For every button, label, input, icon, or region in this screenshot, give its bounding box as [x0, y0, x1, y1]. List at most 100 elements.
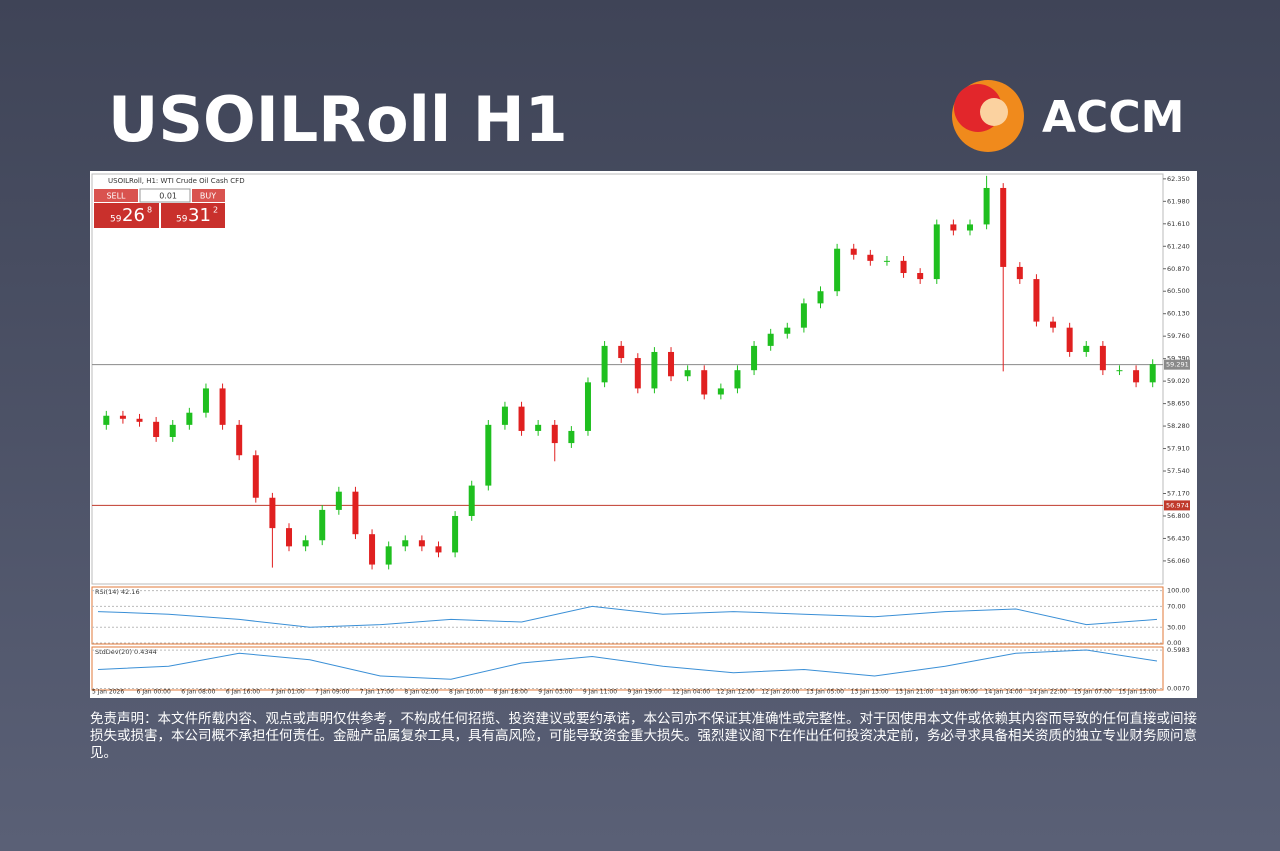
x-tick-label: 6 Jan 00:00 — [137, 689, 171, 696]
x-tick-label: 6 Jan 16:00 — [226, 689, 260, 696]
candle-body — [501, 406, 508, 425]
candle-body — [1133, 370, 1140, 383]
x-tick-label: 7 Jan 17:00 — [360, 689, 394, 696]
candle-body — [684, 370, 691, 377]
logo: ACCM — [952, 80, 1184, 152]
x-tick-label: 5 Jan 2026 — [92, 689, 124, 696]
candle-body — [385, 546, 392, 565]
buy-price-box[interactable] — [161, 203, 225, 228]
y-tick-label: 60.130 — [1167, 310, 1190, 318]
logo-text: ACCM — [1042, 92, 1184, 143]
y-tick-label: 57.540 — [1167, 467, 1190, 475]
page-title: USOILRoll H1 — [108, 83, 568, 156]
sell-price-frac: 8 — [147, 206, 152, 215]
candle-body — [1050, 321, 1057, 328]
x-tick-label: 9 Jan 11:00 — [583, 689, 617, 696]
disclaimer: 免责声明：本文件所载内容、观点或声明仅供参考，不构成任何招揽、投资建议或要约承诺… — [90, 711, 1197, 761]
sell-price-box[interactable] — [94, 203, 159, 228]
y-tick-label: 56.430 — [1167, 534, 1190, 542]
y-tick-label: 61.240 — [1167, 242, 1190, 250]
candle-body — [751, 345, 758, 371]
candle-body — [917, 273, 924, 280]
y-tick-label: 60.870 — [1167, 265, 1190, 273]
y-tick-label: 57.910 — [1167, 445, 1190, 453]
candle-body — [435, 546, 442, 553]
chart-frame — [90, 171, 1197, 698]
x-tick-label: 6 Jan 08:00 — [181, 689, 215, 696]
y-tick-label: 59.020 — [1167, 377, 1190, 385]
x-tick-label: 13 Jan 13:00 — [851, 689, 889, 696]
y-tick-label: 60.500 — [1167, 287, 1190, 295]
candle-body — [302, 540, 309, 547]
candle-body — [601, 345, 608, 383]
candle-body — [1066, 327, 1073, 352]
bid-line-tag — [1164, 359, 1190, 370]
buy-label: BUY — [200, 192, 216, 201]
x-tick-label: 13 Jan 21:00 — [895, 689, 933, 696]
x-tick-label: 8 Jan 02:00 — [404, 689, 438, 696]
x-tick-label: 7 Jan 09:00 — [315, 689, 349, 696]
trade-panel: SELL 0.01 BUY 59 26 8 59 31 2 — [94, 188, 225, 228]
y-tick-label: 59.760 — [1167, 332, 1190, 340]
x-tick-label: 12 Jan 12:00 — [717, 689, 755, 696]
candle-body — [950, 224, 957, 231]
candle-body — [219, 388, 226, 425]
x-tick-label: 14 Jan 06:00 — [940, 689, 978, 696]
main-panel — [91, 173, 1164, 585]
x-tick-label: 13 Jan 05:00 — [806, 689, 844, 696]
candle-body — [651, 351, 658, 389]
y-tick-label: 57.170 — [1167, 489, 1190, 497]
rsi-line — [97, 605, 1158, 628]
candle-body — [418, 540, 425, 547]
candle-body — [169, 424, 176, 438]
sub-tick-label: 0.5983 — [1167, 646, 1190, 654]
lot-input[interactable] — [139, 188, 191, 203]
candle-body — [966, 224, 973, 231]
sell-button[interactable] — [94, 189, 138, 202]
x-tick-label: 14 Jan 14:00 — [985, 689, 1023, 696]
candle-body — [767, 333, 774, 346]
x-tick-label: 14 Jan 22:00 — [1029, 689, 1067, 696]
candle-body — [269, 497, 276, 529]
candle-body — [153, 421, 160, 438]
candle-body — [535, 424, 542, 431]
y-tick-label: 59.390 — [1167, 355, 1190, 363]
candle-body — [850, 248, 857, 255]
candle-body — [1149, 364, 1156, 383]
candle-body — [734, 370, 741, 389]
candle-body — [717, 388, 724, 395]
candle-body — [369, 534, 376, 565]
candle-body — [1000, 187, 1007, 267]
buy-button[interactable] — [192, 189, 225, 202]
candle-body — [784, 327, 791, 334]
sell-price-big: 59 — [110, 215, 122, 225]
candle-body — [468, 485, 475, 516]
y-tick-label: 58.650 — [1167, 400, 1190, 408]
candle-body — [202, 388, 209, 413]
candle-body — [1099, 345, 1106, 371]
buy-price-pips: 31 — [188, 205, 211, 226]
candle-body — [701, 370, 708, 395]
y-tick-label: 56.060 — [1167, 557, 1190, 565]
x-tick-label: 7 Jan 01:00 — [271, 689, 305, 696]
candle-body — [817, 291, 824, 304]
y-tick-label: 58.280 — [1167, 422, 1190, 430]
buy-price-big: 59 — [176, 215, 188, 225]
candle-body — [668, 351, 675, 377]
lot-value: 0.01 — [159, 192, 177, 201]
candle-body — [352, 491, 359, 535]
x-tick-label: 8 Jan 10:00 — [449, 689, 483, 696]
candle-body — [568, 430, 575, 444]
x-tick-label: 8 Jan 18:00 — [494, 689, 528, 696]
candle-body — [518, 406, 525, 431]
candle-body — [335, 491, 342, 510]
candle-body — [136, 418, 143, 422]
candle-body — [634, 358, 641, 389]
x-tick-label: 9 Jan 03:00 — [538, 689, 572, 696]
sub-tick-label: 100.00 — [1167, 587, 1190, 595]
candle-body — [236, 424, 243, 456]
stddev-panel — [91, 646, 1164, 691]
sell-price-pips: 26 — [122, 205, 145, 226]
